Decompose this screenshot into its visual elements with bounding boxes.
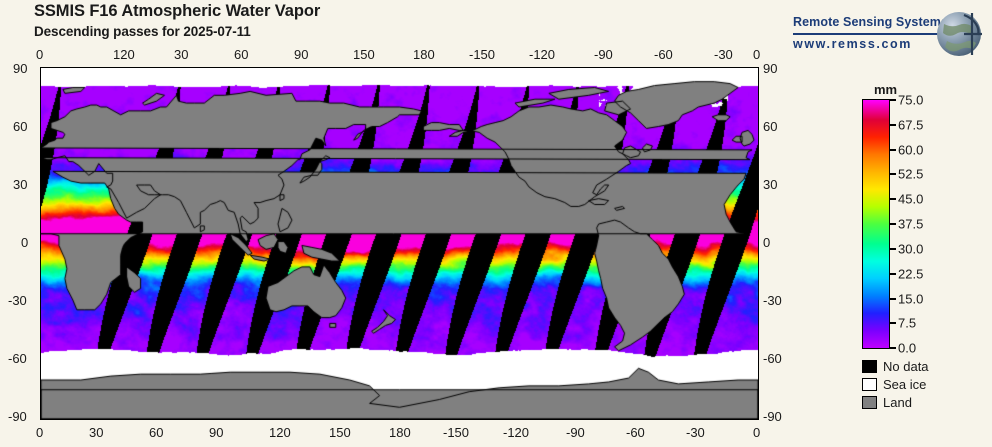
colorbar-tick-0 [890, 347, 896, 349]
remss-logo[interactable]: Remote Sensing Systems www.remss.com [793, 8, 983, 60]
lat-tick-right-90: 90 [763, 61, 778, 76]
legend-swatch-no-data [862, 359, 877, 373]
lon-tick-bottom-m30: -30 [686, 425, 705, 440]
colorbar-label-60: 60.0 [898, 142, 924, 158]
legend-item-land: Land [862, 393, 982, 411]
lon-tick-top-60: 60 [234, 47, 249, 62]
map-legend: No data Sea ice Land [862, 357, 982, 411]
colorbar-tick-30 [890, 248, 896, 250]
colorbar-tick-22p5 [890, 273, 896, 275]
lon-tick-top-m120: -120 [529, 47, 556, 62]
colorbar-tick-37p5 [890, 223, 896, 225]
lon-tick-top-30: 30 [174, 47, 189, 62]
lon-tick-bottom-360: 0 [753, 425, 761, 440]
world-map-plot[interactable] [40, 67, 759, 420]
colorbar-label-15: 15.0 [898, 291, 924, 307]
lon-tick-top-0: 0 [36, 47, 44, 62]
lat-tick-right-m30: -30 [763, 293, 782, 308]
logo-organization-name: Remote Sensing Systems [793, 15, 949, 29]
colorbar-tick-15 [890, 298, 896, 300]
lon-tick-top-m30: -30 [714, 47, 733, 62]
lon-tick-top-m60: -60 [654, 47, 673, 62]
legend-label-land: Land [883, 394, 912, 410]
lon-tick-bottom-180: 180 [389, 425, 411, 440]
lon-tick-bottom-60: 60 [149, 425, 164, 440]
legend-item-sea-ice: Sea ice [862, 375, 982, 393]
lon-tick-bottom-150: 150 [329, 425, 351, 440]
globe-icon [937, 12, 982, 56]
lon-tick-top-m90: -90 [594, 47, 613, 62]
water-vapor-heatmap [41, 68, 758, 419]
colorbar-label-37p5: 37.5 [898, 216, 924, 232]
lon-tick-bottom-m90: -90 [566, 425, 585, 440]
legend-label-sea-ice: Sea ice [883, 376, 927, 392]
lat-tick-right-m60: -60 [763, 351, 782, 366]
colorbar-label-22p5: 22.5 [898, 266, 924, 282]
colorbar-label-30: 30.0 [898, 241, 924, 257]
lon-tick-bottom-m150: -150 [443, 425, 470, 440]
lat-tick-right-30: 30 [763, 177, 778, 192]
legend-label-no-data: No data [883, 358, 929, 374]
lat-tick-right-60: 60 [763, 119, 778, 134]
colorbar-label-7p5: 7.5 [898, 315, 917, 331]
lon-tick-bottom-m60: -60 [626, 425, 645, 440]
lon-tick-top-180: 180 [413, 47, 435, 62]
colorbar-unit-label: mm [874, 82, 898, 97]
colorbar-label-0: 0.0 [898, 340, 917, 356]
colorbar-tick-60 [890, 149, 896, 151]
lat-tick-left-90: 90 [13, 61, 28, 76]
colorbar-label-52p5: 52.5 [898, 166, 924, 182]
lat-tick-left-m90: -90 [8, 409, 27, 424]
lon-tick-top-90: 90 [294, 47, 309, 62]
colorbar-label-45: 45.0 [898, 191, 924, 207]
lat-tick-right-m90: -90 [763, 409, 782, 424]
lat-tick-right-0: 0 [763, 235, 771, 250]
colorbar-label-67p5: 67.5 [898, 117, 924, 133]
lon-tick-top-360: 0 [753, 47, 761, 62]
colorbar-tick-7p5 [890, 322, 896, 324]
lon-tick-bottom-90: 90 [209, 425, 224, 440]
lat-tick-left-30: 30 [13, 177, 28, 192]
lon-tick-top-120: 120 [113, 47, 135, 62]
legend-item-no-data: No data [862, 357, 982, 375]
lon-tick-bottom-120: 120 [269, 425, 291, 440]
colorbar-gradient [862, 99, 890, 349]
lon-tick-top-150: 150 [353, 47, 375, 62]
legend-swatch-land [862, 395, 877, 409]
colorbar-tick-67p5 [890, 124, 896, 126]
logo-website-url: www.remss.com [793, 37, 912, 51]
colorbar-tick-45 [890, 198, 896, 200]
page-subtitle: Descending passes for 2025-07-11 [34, 24, 251, 39]
lat-tick-left-60: 60 [13, 119, 28, 134]
colorbar-tick-75 [890, 99, 896, 101]
lat-tick-left-0: 0 [21, 235, 29, 250]
lon-tick-bottom-m120: -120 [503, 425, 530, 440]
lat-tick-left-m60: -60 [8, 351, 27, 366]
lon-tick-bottom-30: 30 [89, 425, 104, 440]
lat-tick-left-m30: -30 [8, 293, 27, 308]
lon-tick-bottom-0: 0 [36, 425, 44, 440]
page-title: SSMIS F16 Atmospheric Water Vapor [34, 2, 321, 20]
colorbar-tick-52p5 [890, 173, 896, 175]
logo-divider [793, 33, 943, 35]
colorbar-label-75: 75.0 [898, 92, 924, 108]
legend-swatch-sea-ice [862, 377, 877, 391]
lon-tick-top-m150: -150 [469, 47, 496, 62]
